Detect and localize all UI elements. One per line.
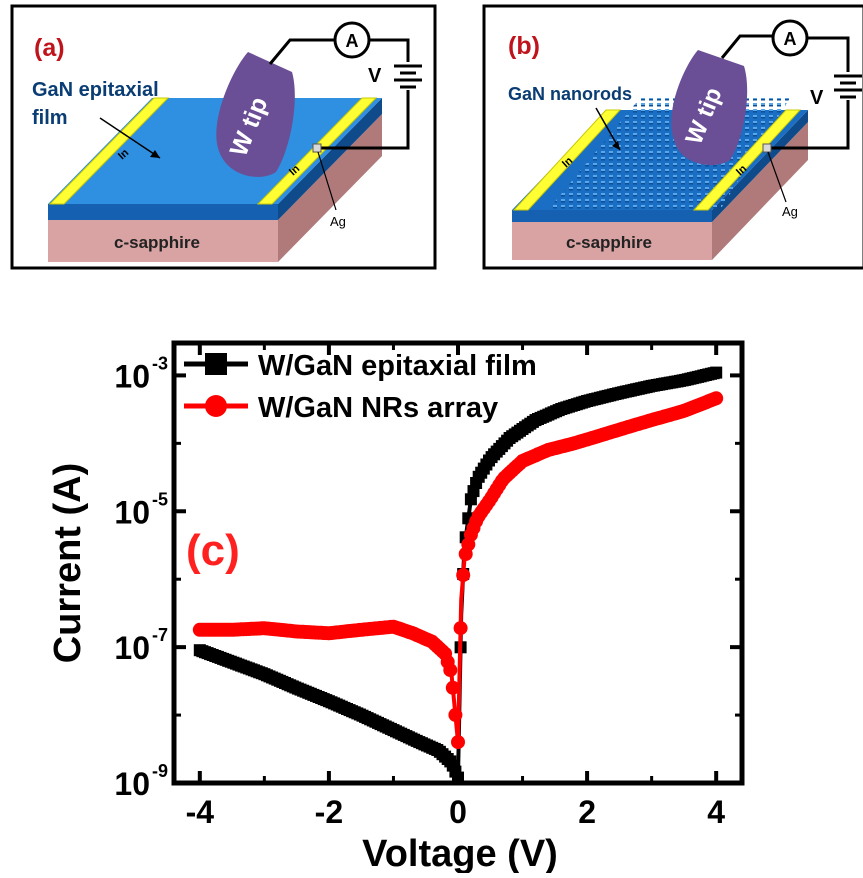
sapphire-side-b: [712, 122, 808, 260]
data-point: [443, 663, 458, 678]
w-tip-b: [671, 50, 748, 166]
nanorod-label: GaN nanorods: [508, 84, 632, 104]
legend-label: W/GaN NRs array: [258, 392, 498, 424]
series-nrs: [192, 391, 724, 750]
panel-a-label: (a): [34, 34, 65, 62]
indium-left: [48, 97, 170, 205]
wire-a1: [268, 38, 334, 65]
ag-label-a: Ag: [330, 214, 346, 229]
series-film: [193, 366, 723, 784]
data-point: [709, 391, 724, 406]
data-point: [448, 707, 463, 722]
voltage-label-a: V: [368, 65, 382, 87]
legend-label: W/GaN epitaxial film: [258, 350, 537, 382]
ag-contact-b: [762, 143, 772, 153]
y-tick-label: 10: [114, 358, 150, 394]
chart-legend: W/GaN epitaxial film W/GaN NRs array: [184, 350, 537, 424]
panel-a: (a) GaN epitaxial film W tip A V In In A…: [10, 4, 437, 270]
sapphire-front: [48, 220, 278, 262]
legend-marker: [205, 395, 227, 417]
wire-a3: [318, 90, 410, 150]
w-tip-a: [216, 52, 295, 177]
legend-marker: [205, 353, 227, 375]
film-label-line1: GaN epitaxial: [32, 79, 159, 101]
ammeter-label-a: A: [346, 31, 359, 51]
ag-label-b: Ag: [782, 204, 798, 219]
data-point: [453, 621, 468, 636]
y-tick-exponent: -9: [152, 761, 168, 781]
panel-b-label: (b): [508, 32, 540, 60]
film-label-line2: film: [32, 107, 68, 129]
ag-contact-a: [312, 143, 322, 153]
wire-b1: [720, 34, 772, 59]
panel-c-label: (c): [186, 526, 240, 575]
indium-right-b: [692, 109, 802, 211]
substrate-label-b: c-sapphire: [566, 233, 652, 252]
y-tick-label: 10: [114, 494, 150, 530]
x-tick-label: 0: [449, 794, 467, 830]
gan-front-b: [512, 210, 712, 222]
x-axis-label: Voltage (V): [362, 833, 558, 873]
y-tick-exponent: -3: [152, 353, 168, 373]
wire-a2: [369, 38, 410, 62]
data-point: [710, 366, 723, 379]
wire-b3: [768, 100, 850, 150]
panel-b: (b) GaN nanorods W tip A V In In Ag c-sa…: [482, 4, 863, 270]
panel-c-chart: -4 -2 0 2 410-910-710-510-3 W/GaN epitaxial …: [47, 340, 745, 875]
gan-front: [48, 204, 278, 220]
sapphire-side: [278, 114, 382, 262]
substrate-label-a: c-sapphire: [114, 233, 200, 252]
x-tick-label: -4: [186, 794, 215, 830]
data-point: [456, 568, 471, 583]
chart-series-group: [192, 366, 724, 784]
chart-ticks-group: -4 -2 0 2 410-910-710-510-3: [114, 343, 742, 830]
data-point: [445, 680, 460, 695]
y-tick-label: 10: [114, 766, 150, 802]
indium-left-b: [512, 109, 622, 211]
ammeter-label-b: A: [784, 29, 797, 49]
y-tick-exponent: -7: [152, 625, 168, 645]
data-point: [451, 735, 465, 750]
gan-side-b: [712, 110, 808, 222]
y-tick-exponent: -5: [152, 489, 168, 509]
y-tick-label: 10: [114, 630, 150, 666]
sapphire-front-b: [512, 222, 712, 260]
gan-side: [278, 98, 382, 220]
x-tick-label: 4: [707, 794, 725, 830]
x-tick-label: -2: [315, 794, 343, 830]
x-tick-label: 2: [578, 794, 596, 830]
voltage-label-b: V: [810, 87, 824, 109]
y-axis-label: Current (A): [47, 463, 89, 664]
wire-b2: [807, 36, 850, 72]
